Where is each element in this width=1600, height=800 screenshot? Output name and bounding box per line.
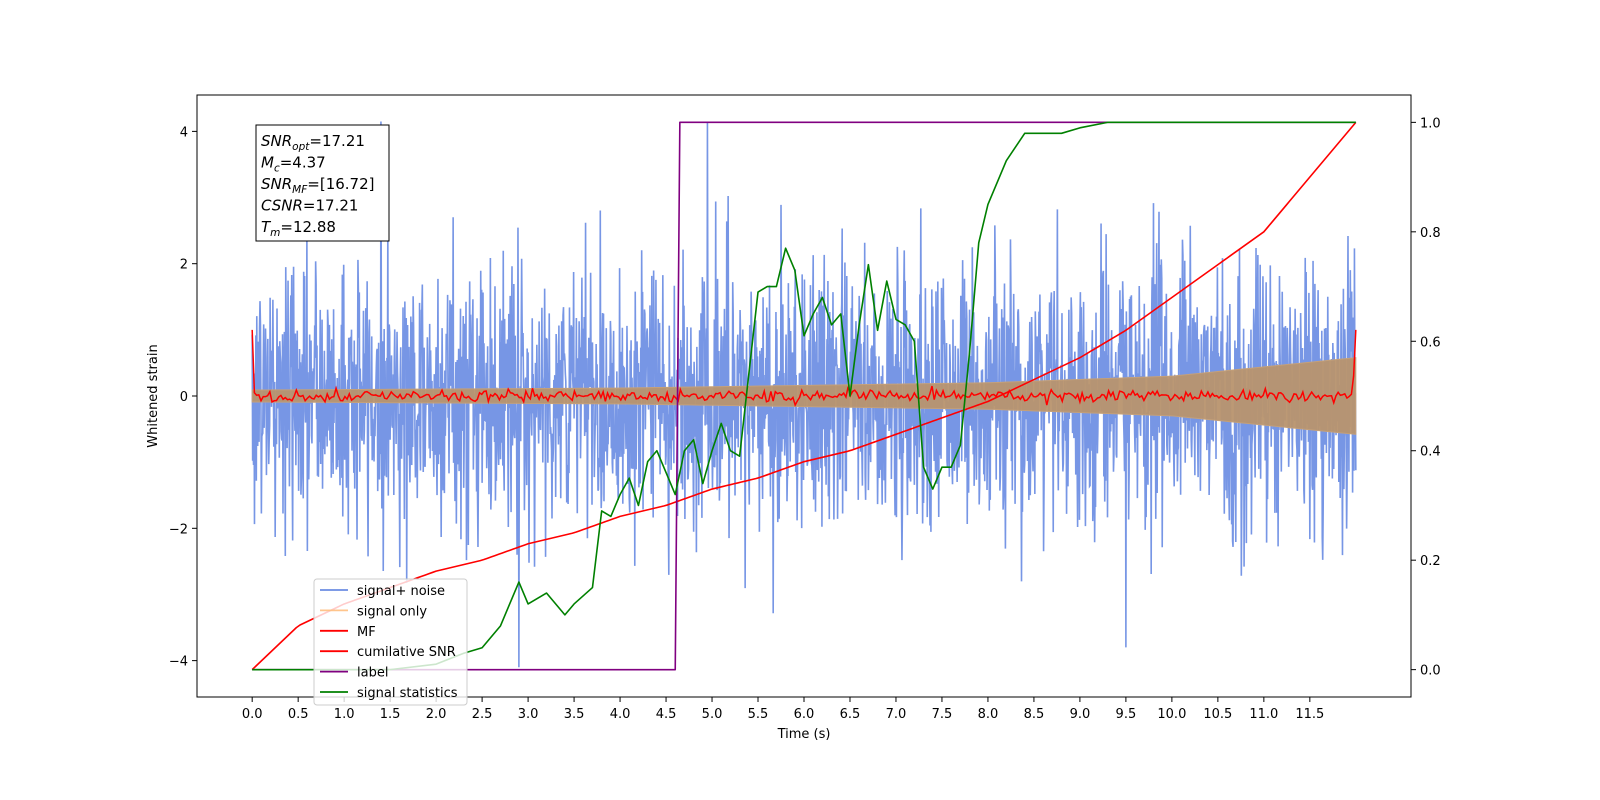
x-tick-label: 1.5 [380,707,401,722]
x-tick-label: 11.5 [1295,707,1324,722]
x-tick-label: 11.0 [1249,707,1278,722]
legend-frame [313,578,468,706]
annotation-symbol: SNR [261,132,292,150]
y2-tick-label: 0.8 [1420,226,1441,241]
x-tick-label: 0.5 [288,707,309,722]
annotation-value: =12.88 [280,218,336,236]
legend-entry: signal only [320,604,427,619]
legend: signal+ noise signal only MF cumilative SNR… [313,578,468,706]
annotation-line: SNRopt=17.21 [261,132,365,153]
y2-tick-label: 0.0 [1420,664,1441,679]
annotation-subscript: c [274,163,280,175]
y2-tick-label: 1.0 [1420,116,1441,131]
annotation-subscript: opt [292,141,310,153]
x-tick-label: 7.5 [932,707,953,722]
x-tick-label: 10.5 [1203,707,1232,722]
y-axis-label: Whitened strain [146,344,161,447]
x-tick-label: 2.0 [426,707,447,722]
annotation-symbol: T [261,218,272,236]
legend-entry: MF [320,625,376,640]
legend-label: cumilative SNR [357,645,456,660]
y2-tick-label: 0.2 [1420,554,1441,569]
x-tick-label: 1.0 [334,707,355,722]
legend-label: label [357,666,388,681]
cumilative-snr-series [251,121,1357,671]
legend-label: signal only [357,604,427,619]
x-tick-label: 9.0 [1070,707,1091,722]
legend-entry: label [320,666,388,681]
x-tick-label: 7.0 [886,707,907,722]
y-tick-label: 2 [180,258,188,273]
legend-label: signal statistics [357,686,458,701]
y-tick-label: −4 [169,655,188,670]
annotation-frame [255,124,390,242]
x-tick-label: 3.0 [518,707,539,722]
x-tick-label: 3.5 [564,707,585,722]
annotation-value: =17.21 [309,132,365,150]
stats-annotation-box: SNRopt=17.21Mc=4.37SNRMF=[16.72]CSNR=17.… [255,124,390,242]
x-tick-label: 5.5 [748,707,769,722]
legend-entry: cumilative SNR [320,645,456,660]
annotation-symbol: M [261,154,274,172]
x-tick-label: 8.0 [978,707,999,722]
x-tick-label: 10.0 [1157,707,1186,722]
annotation-line: SNRMF=[16.72] [261,175,375,196]
x-tick-label: 6.0 [794,707,815,722]
x-tick-label: 4.0 [610,707,631,722]
legend-label: signal+ noise [357,584,445,599]
annotation-value: =17.21 [303,197,359,215]
x-tick-label: 9.5 [1116,707,1137,722]
annotation-symbol: SNR [261,175,292,193]
x-axis-label: Time (s) [777,727,831,742]
x-tick-label: 0.0 [242,707,263,722]
annotation-line: Tm=12.88 [261,218,336,239]
y-tick-label: 0 [180,390,188,405]
annotation-symbol: CSNR [261,197,303,215]
legend-entry: signal statistics [320,686,458,701]
y-tick-label: −2 [169,522,188,537]
x-tick-label: 2.5 [472,707,493,722]
annotation-line: CSNR=17.21 [261,197,358,215]
signal-statistics-series [252,121,1356,671]
annotation-line: Mc=4.37 [261,154,326,175]
x-tick-label: 8.5 [1024,707,1045,722]
mf-series [251,329,1357,407]
x-tick-label: 5.0 [702,707,723,722]
y-tick-label: 4 [180,125,188,140]
annotation-value: =[16.72] [307,175,374,193]
x-tick-label: 4.5 [656,707,677,722]
y2-tick-label: 0.4 [1420,445,1441,460]
legend-entry: signal+ noise [320,584,445,599]
annotation-value: =4.37 [280,154,326,172]
legend-label: MF [357,625,376,640]
annotation-subscript: m [270,227,280,239]
y2-tick-label: 0.6 [1420,335,1441,350]
x-tick-label: 6.5 [840,707,861,722]
annotation-subscript: MF [292,184,308,196]
